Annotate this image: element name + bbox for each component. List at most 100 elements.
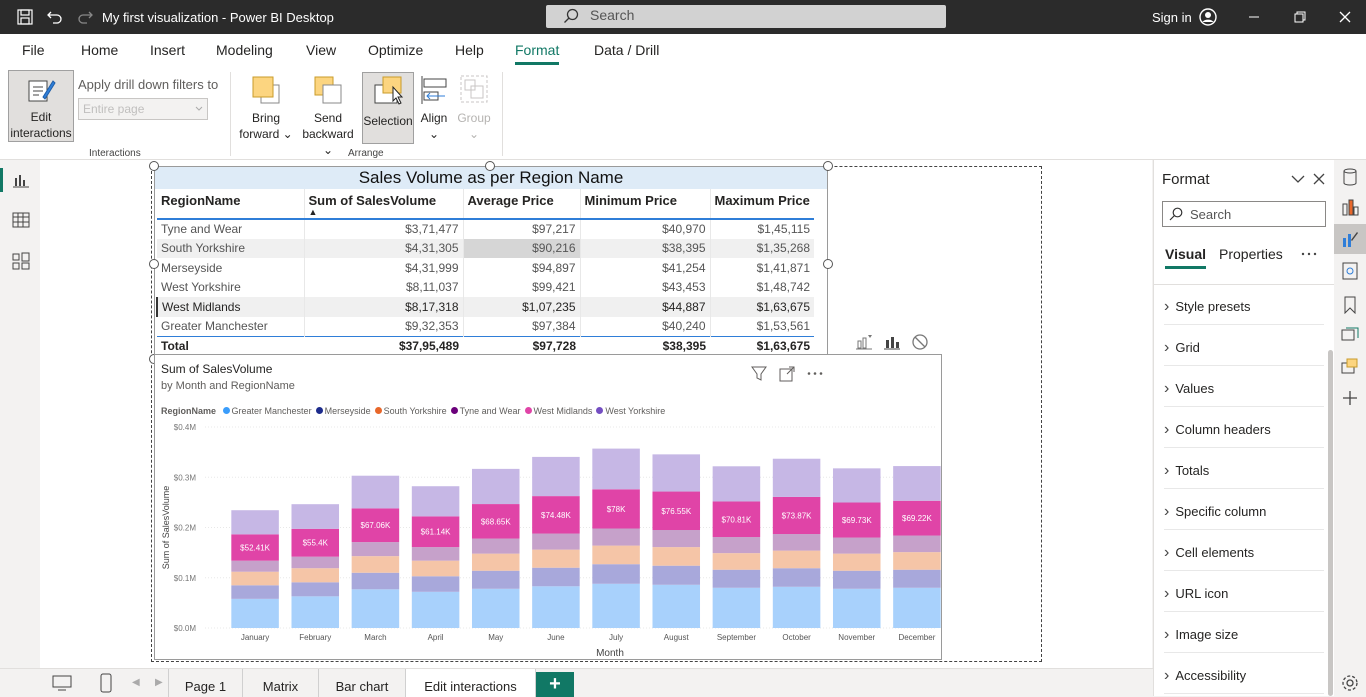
mobile-layout-icon[interactable] bbox=[100, 673, 112, 693]
add-pane-icon[interactable] bbox=[1342, 390, 1358, 406]
filter-icon[interactable] bbox=[751, 366, 767, 382]
format-section-style-presets[interactable]: › Style presets bbox=[1164, 284, 1324, 325]
legend-item[interactable]: Merseyside bbox=[315, 406, 371, 416]
none-interaction-icon[interactable] bbox=[911, 333, 929, 351]
scroll-right-icon[interactable]: ▶ bbox=[155, 677, 163, 688]
format-section-specific-column[interactable]: › Specific column bbox=[1164, 489, 1324, 530]
minimize-icon[interactable] bbox=[1245, 8, 1263, 26]
resize-handle[interactable] bbox=[485, 161, 495, 171]
sync-slicers-icon[interactable] bbox=[1341, 326, 1359, 344]
undo-icon[interactable] bbox=[46, 8, 64, 26]
page-tab-active[interactable]: Edit interactions bbox=[406, 669, 536, 697]
align-button[interactable]: Align ⌄ bbox=[416, 74, 452, 144]
analytics-icon[interactable] bbox=[1342, 262, 1358, 280]
drill-filter-dropdown[interactable]: Entire page bbox=[78, 98, 208, 120]
tab-visual[interactable]: Visual bbox=[1165, 246, 1206, 269]
table-row[interactable]: Greater Manchester $9,32,353 $97,384 $40… bbox=[157, 316, 814, 336]
table-view-icon[interactable] bbox=[12, 212, 30, 228]
search-box[interactable]: Search bbox=[546, 5, 946, 28]
page-tab[interactable]: Page 1 bbox=[168, 669, 243, 697]
menu-insert[interactable]: Insert bbox=[150, 42, 186, 58]
format-section-grid[interactable]: › Grid bbox=[1164, 325, 1324, 366]
legend-item[interactable]: Tyne and Wear bbox=[450, 406, 521, 416]
settings-icon[interactable] bbox=[1341, 674, 1359, 692]
format-section-url-icon[interactable]: › URL icon bbox=[1164, 571, 1324, 612]
data-pane-icon[interactable] bbox=[1342, 168, 1358, 186]
stacked-column-chart-visual[interactable]: Sum of SalesVolume by Month and RegionNa… bbox=[154, 354, 942, 660]
resize-handle[interactable] bbox=[823, 259, 833, 269]
save-icon[interactable] bbox=[16, 8, 34, 26]
collapse-pane-icon[interactable] bbox=[1291, 174, 1305, 184]
filter-interaction-icon[interactable] bbox=[855, 334, 873, 350]
close-pane-icon[interactable] bbox=[1313, 173, 1325, 185]
menu-help[interactable]: Help bbox=[455, 42, 484, 58]
table-row[interactable]: Tyne and Wear $3,71,477 $97,217 $40,970 … bbox=[157, 219, 814, 239]
report-canvas[interactable]: Sales Volume as per Region Name RegionNa… bbox=[40, 160, 1152, 668]
resize-handle[interactable] bbox=[149, 259, 159, 269]
table-row[interactable]: West Yorkshire $8,11,037 $99,421 $43,453… bbox=[157, 277, 814, 297]
report-view-icon[interactable] bbox=[12, 172, 30, 188]
cell-maximum: $1,53,561 bbox=[709, 316, 814, 336]
col-header-region[interactable]: RegionName bbox=[157, 189, 304, 220]
build-visual-icon[interactable] bbox=[1341, 198, 1359, 216]
send-backward-button[interactable]: Send backward ⌄ bbox=[298, 74, 358, 157]
format-section-column-headers[interactable]: › Column headers bbox=[1164, 407, 1324, 448]
bring-forward-button[interactable]: Bring forward ⌄ bbox=[238, 74, 294, 144]
selection-button[interactable]: Selection bbox=[362, 72, 414, 144]
col-header-maximum-price[interactable]: Maximum Price bbox=[709, 189, 814, 220]
table-row[interactable]: West Midlands $8,17,318 $1,07,235 $44,88… bbox=[156, 297, 814, 317]
tab-properties[interactable]: Properties bbox=[1219, 246, 1283, 262]
matrix-visual[interactable]: Sales Volume as per Region Name RegionNa… bbox=[154, 166, 828, 360]
menu-modeling[interactable]: Modeling bbox=[216, 42, 273, 58]
table-row[interactable]: Merseyside $4,31,999 $94,897 $41,254 $1,… bbox=[157, 258, 814, 278]
restore-icon[interactable] bbox=[1291, 8, 1309, 26]
menu-data-drill[interactable]: Data / Drill bbox=[594, 42, 660, 58]
col-header-average-price[interactable]: Average Price bbox=[462, 189, 580, 220]
highlight-interaction-icon[interactable] bbox=[883, 334, 901, 350]
desktop-layout-icon[interactable] bbox=[52, 675, 72, 691]
bookmark-icon[interactable] bbox=[1343, 296, 1357, 314]
total-row[interactable]: Total $37,95,489 $97,728 $38,395 $1,63,6… bbox=[157, 335, 814, 356]
format-search-input[interactable]: Search bbox=[1162, 201, 1326, 227]
format-section-image-size[interactable]: › Image size bbox=[1164, 612, 1324, 653]
account-icon[interactable] bbox=[1199, 8, 1217, 26]
menu-optimize[interactable]: Optimize bbox=[368, 42, 424, 58]
legend-item[interactable]: Greater Manchester bbox=[222, 406, 312, 416]
sign-in-link[interactable]: Sign in bbox=[1152, 10, 1192, 25]
bar-segment bbox=[471, 538, 520, 554]
format-section-cell-elements[interactable]: › Cell elements bbox=[1164, 530, 1324, 571]
add-page-button[interactable]: + bbox=[536, 672, 574, 697]
resize-handle[interactable] bbox=[823, 161, 833, 171]
selection-pane-icon[interactable] bbox=[1341, 358, 1359, 376]
more-options-icon[interactable] bbox=[1301, 252, 1317, 256]
scroll-left-icon[interactable]: ◀ bbox=[132, 677, 140, 688]
matrix-header-row: RegionName Sum of SalesVolume ▲ Average P… bbox=[157, 189, 814, 220]
resize-handle[interactable] bbox=[149, 161, 159, 171]
format-section-values[interactable]: › Values bbox=[1164, 366, 1324, 407]
edit-interactions-button[interactable]: Edit interactions bbox=[8, 70, 74, 142]
col-header-minimum-price[interactable]: Minimum Price bbox=[579, 189, 710, 220]
page-tab[interactable]: Bar chart bbox=[319, 669, 406, 697]
page-tab[interactable]: Matrix bbox=[243, 669, 319, 697]
menu-home[interactable]: Home bbox=[81, 42, 119, 58]
group-icon bbox=[460, 75, 488, 103]
legend-item[interactable]: South Yorkshire bbox=[374, 406, 447, 416]
format-section-accessibility[interactable]: › Accessibility bbox=[1164, 653, 1324, 694]
format-section-totals[interactable]: › Totals bbox=[1164, 448, 1324, 489]
table-row[interactable]: South Yorkshire $4,31,305 $90,216 $38,39… bbox=[157, 238, 814, 258]
menu-view[interactable]: View bbox=[306, 42, 337, 58]
model-view-icon[interactable] bbox=[12, 252, 30, 270]
menu-file[interactable]: File bbox=[22, 42, 45, 58]
menu-format[interactable]: Format bbox=[515, 42, 560, 65]
close-icon[interactable] bbox=[1336, 8, 1354, 26]
scrollbar[interactable] bbox=[1328, 350, 1333, 696]
redo-icon[interactable] bbox=[76, 8, 94, 26]
col-header-sales-volume[interactable]: Sum of SalesVolume ▲ bbox=[303, 189, 463, 220]
group-button[interactable]: Group ⌄ bbox=[454, 74, 494, 144]
format-pane-tab-active[interactable] bbox=[1334, 224, 1366, 254]
legend-item[interactable]: West Midlands bbox=[524, 406, 592, 416]
bar-segment bbox=[351, 508, 400, 543]
focus-mode-icon[interactable] bbox=[779, 366, 795, 382]
more-options-icon[interactable] bbox=[807, 371, 823, 376]
legend-item[interactable]: West Yorkshire bbox=[596, 406, 665, 416]
